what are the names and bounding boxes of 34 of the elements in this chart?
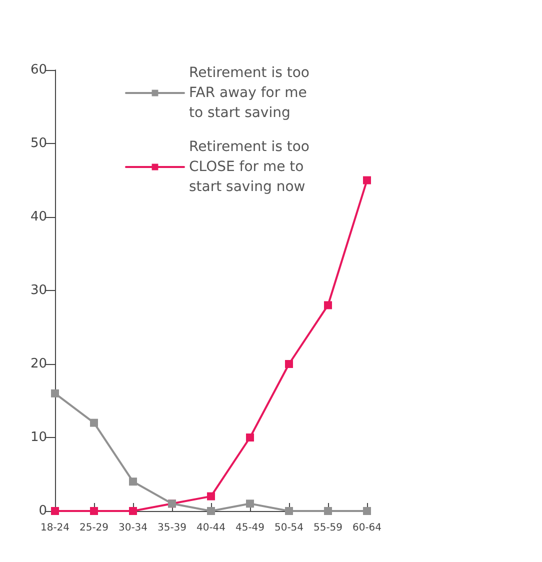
point: [51, 507, 59, 515]
x-tick-label: 50-54: [274, 522, 304, 534]
y-tick-label: 50: [30, 136, 47, 151]
point: [285, 360, 293, 368]
x-tick-label: 35-39: [157, 522, 187, 534]
point: [207, 492, 215, 500]
point: [207, 507, 215, 515]
x-tick-label: 30-34: [118, 522, 148, 534]
point: [246, 500, 254, 508]
point: [90, 507, 98, 515]
legend-label: Retirement is too CLOSE for me to start saving now: [189, 139, 314, 195]
point: [129, 507, 137, 515]
legend-label: Retirement is too FAR away for me to start saving: [189, 65, 314, 121]
y-tick-label: 10: [30, 430, 47, 445]
y-tick-label: 60: [30, 62, 47, 78]
x-tick-label: 45-49: [235, 522, 265, 534]
y-tick-label: 20: [30, 356, 47, 372]
x-tick-label: 55-59: [313, 522, 343, 534]
point: [51, 389, 59, 398]
point: [363, 176, 371, 184]
point: [324, 301, 332, 310]
x-tick-label: 40-44: [196, 522, 226, 534]
point: [285, 507, 293, 515]
y-tick-label: 0: [38, 504, 47, 518]
point: [90, 418, 98, 427]
x-tick-label: 60-64: [352, 522, 382, 534]
point: [324, 507, 332, 515]
point: [246, 434, 254, 442]
y-tick-label: 40: [30, 210, 47, 224]
y-tick-label: 30: [30, 283, 47, 298]
point: [129, 478, 137, 486]
x-tick-label: 18-24: [40, 522, 70, 534]
x-tick-label: 25-29: [79, 522, 109, 534]
point: [363, 507, 371, 515]
